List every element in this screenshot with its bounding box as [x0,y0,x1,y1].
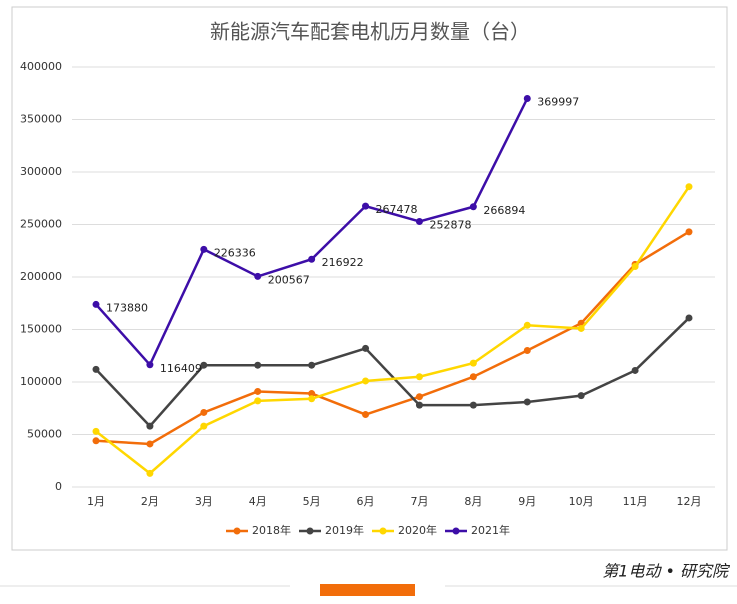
data-label: 369997 [537,96,579,109]
data-point [577,324,585,332]
x-tick-label: 5月 [303,495,321,508]
data-point [92,437,100,445]
data-label: 267478 [376,203,418,216]
y-tick-label: 100000 [20,375,62,388]
data-point [415,401,423,409]
x-tick-label: 2月 [141,495,159,508]
data-point [685,183,693,191]
data-point [146,440,154,448]
y-tick-label: 400000 [20,60,62,73]
data-point [469,373,477,381]
x-tick-label: 7月 [410,495,428,508]
series-line [95,186,691,475]
data-point [92,427,100,435]
legend-marker [379,527,387,535]
data-point [415,373,423,381]
data-point [146,361,154,369]
data-point [523,321,531,329]
data-point [523,95,531,103]
legend-label: 2021年 [471,523,510,537]
data-point [200,422,208,430]
data-label: 266894 [483,204,525,217]
brand: 第1电动 • 研究院 [602,562,731,581]
data-label: 216922 [322,256,364,269]
series-line [95,317,690,428]
y-tick-label: 150000 [20,323,62,336]
data-label: 173880 [106,301,148,314]
legend-label: 2019年 [325,523,364,537]
x-tick-label: 12月 [677,495,702,508]
data-point [92,300,100,308]
data-point [362,202,370,210]
legend-marker [306,527,314,535]
data-point [469,401,477,409]
data-point [254,272,262,280]
data-point [146,469,154,477]
data-label: 252878 [429,218,471,231]
data-point [308,361,316,369]
y-tick-label: 350000 [20,113,62,126]
data-point [415,217,423,225]
data-point [362,344,370,352]
y-tick-label: 250000 [20,218,62,231]
y-tick-label: 200000 [20,270,62,283]
data-point [631,263,639,270]
data-point [254,397,262,405]
x-tick-label: 6月 [357,495,375,508]
data-point [577,392,585,400]
data-point [685,228,693,236]
data-point [254,387,262,395]
x-tick-label: 8月 [464,495,482,508]
series-line [95,230,690,446]
data-point [200,361,208,369]
x-tick-label: 11月 [623,495,648,508]
data-point [523,398,531,406]
y-tick-label: 300000 [20,165,62,178]
data-point [469,359,477,367]
x-tick-label: 10月 [569,495,594,508]
data-point [308,390,316,398]
x-tick-label: 9月 [518,495,536,508]
y-tick-label: 0 [55,480,62,493]
data-point [308,395,316,403]
legend-marker [233,527,241,535]
footer-bar [320,584,415,596]
data-point [362,411,370,419]
data-point [631,366,639,374]
legend-label: 2020年 [398,523,437,537]
data-point [308,255,316,263]
data-point [523,347,531,354]
chart-frame [11,6,728,551]
data-point [685,314,693,322]
data-point [200,245,208,253]
legend-label: 2018年 [252,523,291,537]
data-label: 116409 [160,362,202,375]
chart-title: 新能源汽车配套电机历月数量（台） [210,20,530,44]
data-label: 200567 [268,273,310,286]
data-point [362,377,370,385]
legend-marker [452,527,460,535]
data-point [92,365,100,373]
y-tick-label: 50000 [27,428,62,441]
data-point [415,393,423,401]
data-point [254,361,262,369]
data-label: 226336 [214,246,256,259]
x-tick-label: 4月 [249,495,267,508]
data-point [146,422,154,430]
data-point [200,408,208,416]
data-point [469,203,477,211]
x-tick-label: 3月 [195,495,213,508]
x-tick-label: 1月 [87,495,105,508]
